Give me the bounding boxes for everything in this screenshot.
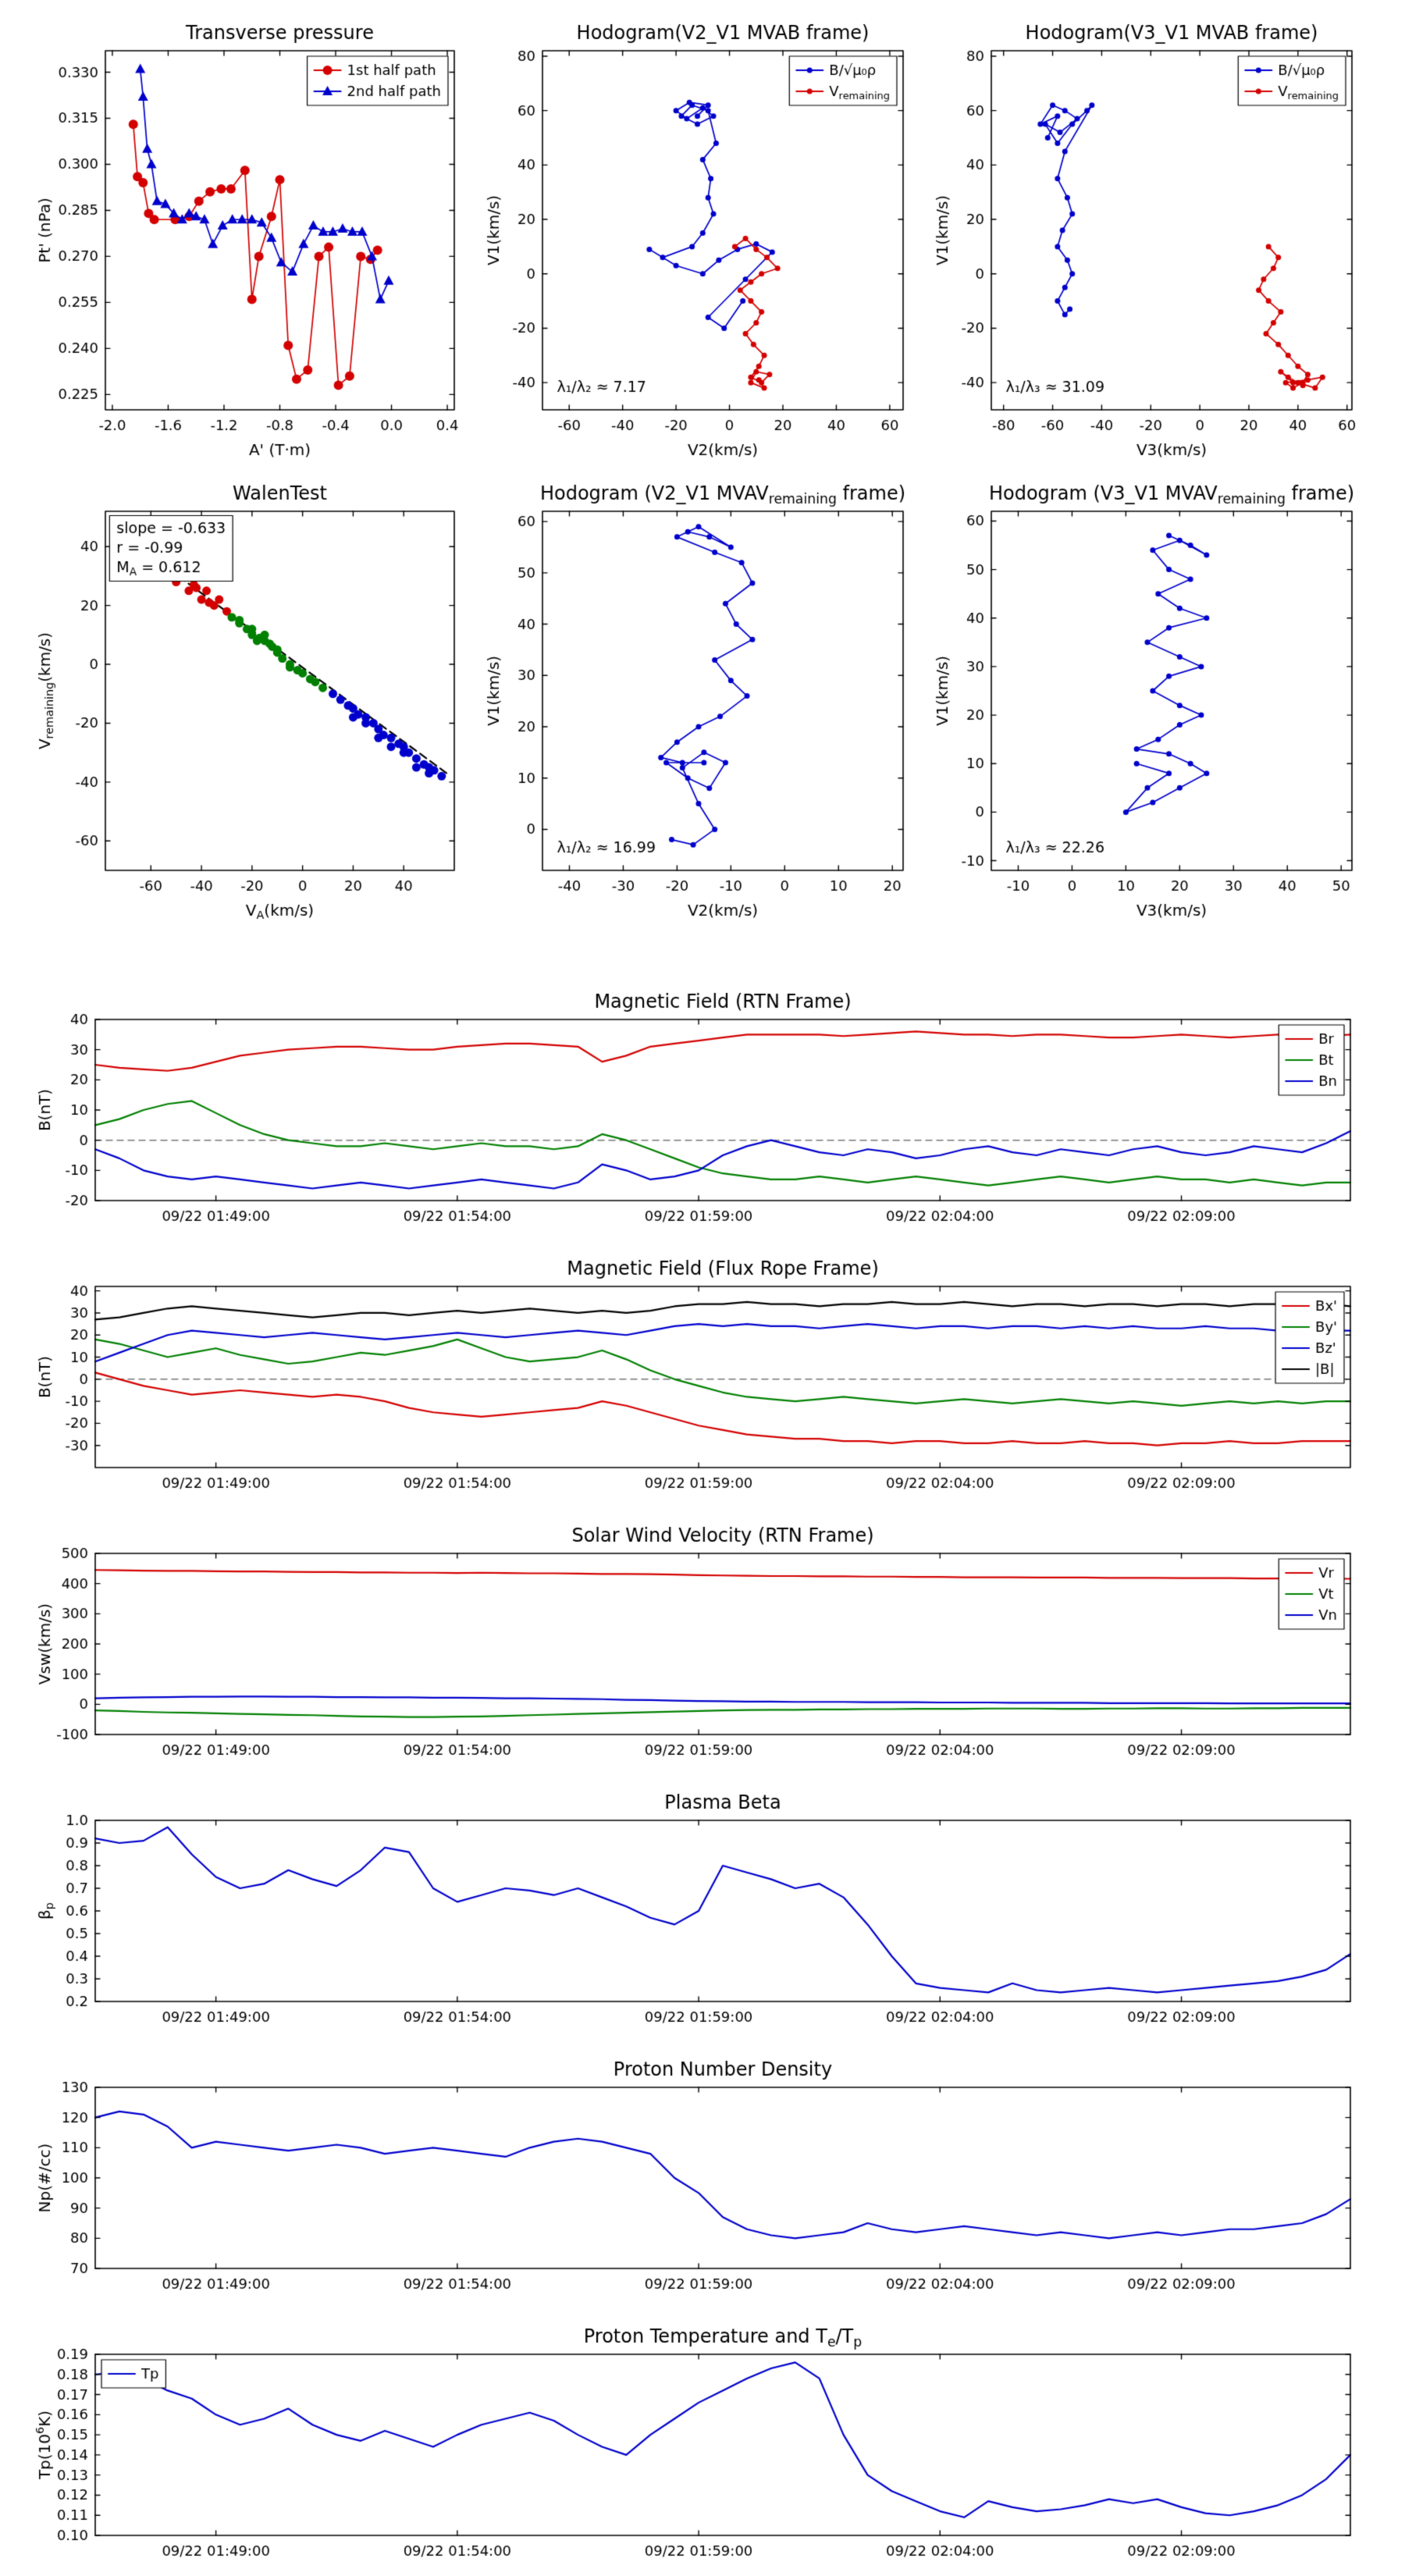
chart-proton-temperature — [31, 2320, 1374, 2571]
hodo-v2v1-mvav-canvas — [480, 472, 917, 925]
chart-hodogram-v2v1-mvab — [480, 12, 917, 464]
chart-solar-wind-velocity — [31, 1519, 1374, 1770]
chart-hodogram-v3v1-mvab — [929, 12, 1366, 464]
proton-temp-canvas — [31, 2320, 1374, 2571]
vsw-rtn-canvas — [31, 1519, 1374, 1770]
chart-walen-test — [31, 472, 468, 925]
plasma-beta-canvas — [31, 1786, 1374, 2037]
mag-rtn-canvas — [31, 985, 1374, 1236]
chart-hodogram-v3v1-mvav — [929, 472, 1366, 925]
chart-plasma-beta — [31, 1786, 1374, 2037]
chart-hodogram-v2v1-mvav — [480, 472, 917, 925]
proton-density-canvas — [31, 2053, 1374, 2304]
hodo-v2v1-mvab-canvas — [480, 12, 917, 464]
chart-proton-number-density — [31, 2053, 1374, 2304]
chart-magnetic-field-rtn — [31, 985, 1374, 1236]
hodo-v3v1-mvav-canvas — [929, 472, 1366, 925]
chart-magnetic-field-fluxrope — [31, 1252, 1374, 1503]
mag-fluxrope-canvas — [31, 1252, 1374, 1503]
transverse-pressure-canvas — [31, 12, 468, 464]
walen-test-canvas — [31, 472, 468, 925]
chart-transverse-pressure — [31, 12, 468, 464]
hodo-v3v1-mvab-canvas — [929, 12, 1366, 464]
